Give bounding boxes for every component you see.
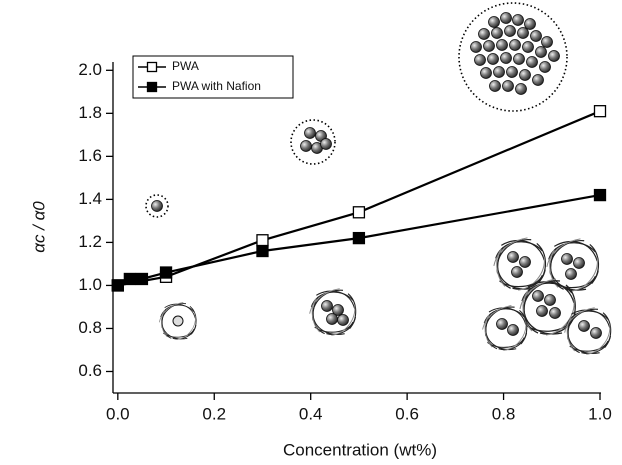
y-tick-label: 1.0 bbox=[78, 275, 102, 294]
x-tick-label: 0.0 bbox=[106, 404, 130, 423]
data-point bbox=[159, 266, 173, 279]
x-tick-label: 0.2 bbox=[202, 404, 226, 423]
x-tick-label: 0.4 bbox=[299, 404, 323, 423]
data-point bbox=[593, 105, 607, 118]
data-point bbox=[352, 206, 366, 219]
y-tick-label: 0.6 bbox=[78, 361, 102, 380]
data-point bbox=[111, 279, 124, 292]
legend-label: PWA bbox=[172, 59, 199, 73]
legend-box bbox=[132, 55, 294, 99]
x-tick-label: 1.0 bbox=[588, 404, 612, 423]
y-tick-label: 2.0 bbox=[78, 60, 102, 79]
legend-label: PWA with Nafion bbox=[172, 79, 261, 93]
y-tick-label: 1.8 bbox=[78, 103, 102, 122]
y-tick-label: 0.8 bbox=[78, 318, 102, 337]
data-point bbox=[593, 188, 607, 202]
illustration bbox=[145, 2, 612, 355]
data-point bbox=[123, 272, 137, 286]
x-tick-label: 0.6 bbox=[395, 404, 419, 423]
legend-marker bbox=[146, 61, 158, 73]
y-tick-label: 1.6 bbox=[78, 146, 102, 165]
legend-marker bbox=[146, 81, 158, 93]
y-axis-label: αc / α0 bbox=[29, 201, 48, 253]
y-tick-label: 1.2 bbox=[78, 232, 102, 251]
x-tick-label: 0.8 bbox=[492, 404, 516, 423]
data-point bbox=[135, 272, 149, 286]
x-axis-label: Concentration (wt%) bbox=[283, 440, 437, 459]
legend: PWA PWA with Nafion bbox=[132, 55, 294, 99]
y-tick-label: 1.4 bbox=[78, 189, 102, 208]
data-point bbox=[256, 234, 269, 247]
data-point bbox=[256, 244, 269, 258]
data-point bbox=[352, 231, 366, 245]
